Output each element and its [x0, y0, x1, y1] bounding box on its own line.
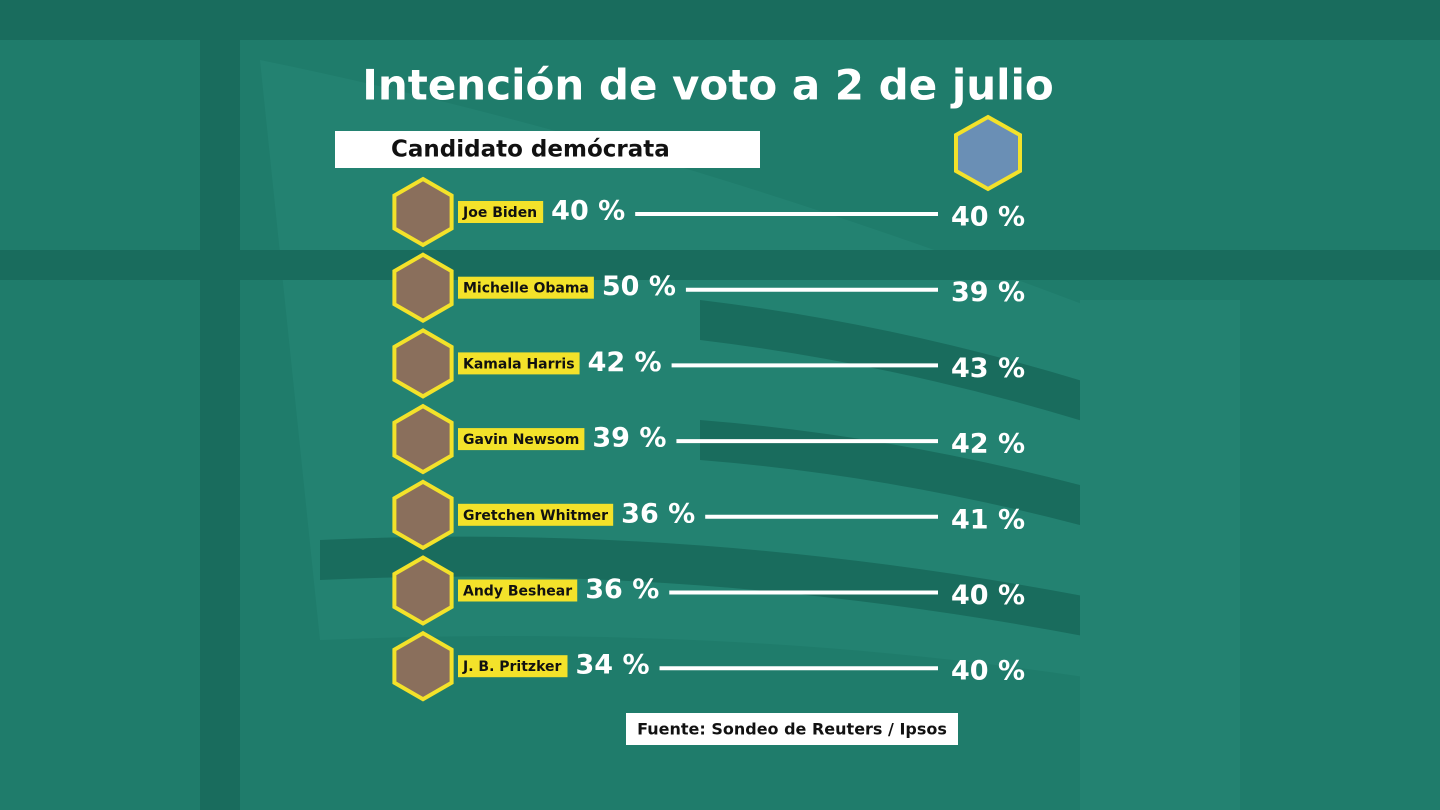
name-box: [458, 276, 594, 299]
candidate-portrait: [392, 328, 454, 399]
democrat-value: 36 %: [585, 574, 659, 605]
subtitle: Candidato demócrata: [391, 137, 670, 163]
democrat-value: 42 %: [588, 347, 662, 378]
candidate-name: J. B. Pritzker: [462, 659, 561, 675]
candidate-name: Joe Biden: [462, 205, 537, 221]
source: Fuente: Sondeo de Reuters / Ipsos: [637, 720, 947, 739]
democrat-value: 50 %: [602, 271, 676, 302]
democrat-value: 34 %: [575, 650, 649, 681]
candidate-portrait: [392, 630, 454, 702]
trump-value: 42 %: [951, 429, 1025, 460]
candidate-portrait: [392, 176, 454, 248]
candidate-portrait: [392, 479, 454, 551]
name-box: [458, 352, 580, 375]
trump-value: 39 %: [951, 277, 1025, 308]
trump-portrait: [954, 114, 1022, 192]
name-box: [458, 655, 568, 678]
candidate-name: Gretchen Whitmer: [463, 508, 608, 524]
name-box: [458, 201, 544, 223]
name-box: [458, 428, 585, 451]
democrat-value: 39 %: [592, 423, 666, 454]
candidate-name: Gavin Newsom: [463, 432, 579, 448]
source-box: [626, 713, 958, 745]
democrat-value: 40 %: [551, 196, 625, 227]
candidate-name: Andy Beshear: [463, 584, 572, 600]
candidate-name: Michelle Obama: [463, 281, 589, 297]
candidate-portrait: [392, 555, 454, 626]
trump-value: 40 %: [951, 656, 1025, 687]
title: Intención de voto a 2 de julio: [362, 61, 1054, 110]
trump-value: 41 %: [951, 504, 1025, 535]
candidate-name: Kamala Harris: [463, 356, 575, 372]
candidate-portrait: [392, 403, 454, 475]
democrat-value: 36 %: [621, 498, 695, 529]
name-box: [458, 579, 578, 602]
subtitle-box: [335, 131, 760, 168]
name-box: [458, 503, 614, 526]
trump-value: 40 %: [951, 580, 1025, 611]
candidate-portrait: [392, 252, 454, 324]
trump-value: 43 %: [951, 353, 1025, 384]
trump-value: 40 %: [951, 202, 1025, 233]
